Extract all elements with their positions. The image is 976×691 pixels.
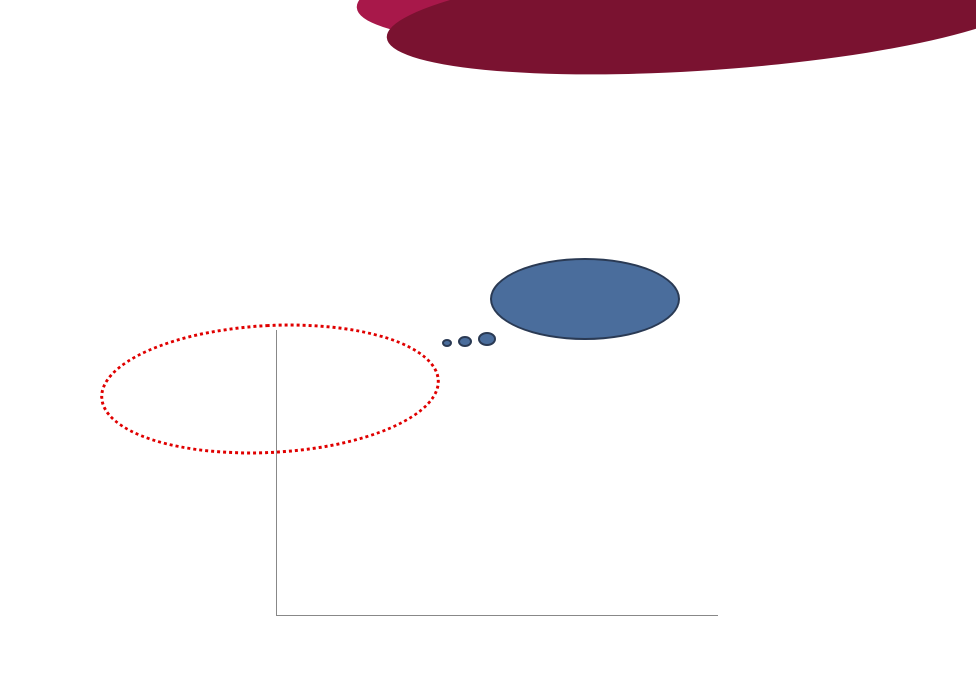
- x-axis: [276, 615, 718, 635]
- chart: [38, 330, 718, 635]
- thought-bubble: [490, 258, 680, 340]
